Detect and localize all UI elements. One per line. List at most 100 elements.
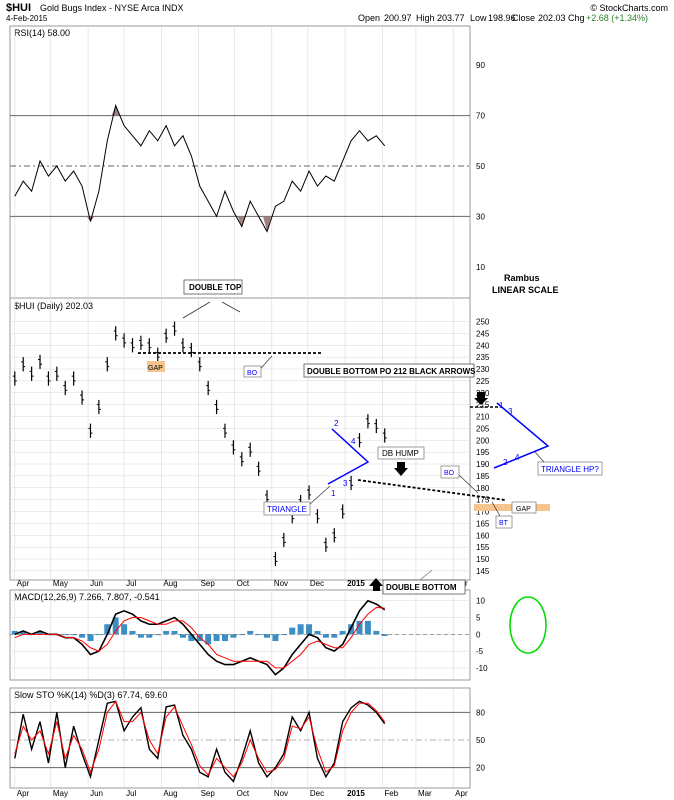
month-label: Aug [163,579,177,588]
month-label: Apr [455,789,468,798]
tri-left-n4: 4 [351,437,356,446]
tri-right-n3: 3 [508,407,513,416]
macd-histogram-bar [280,634,287,636]
gap-label-1: GAP [148,365,163,372]
high-label: High [416,13,435,23]
macd-histogram-bar [221,634,228,642]
close-label: Close [512,13,535,23]
month-label: May [53,789,68,798]
macd-histogram-bar [121,624,128,635]
macd-histogram-bar [137,634,144,638]
macd-histogram-bar [272,634,279,642]
macd-histogram-bar [146,634,153,638]
month-label: 2015 [347,579,365,588]
bo-box-2 [440,465,460,479]
month-label: Feb [384,789,398,798]
chg-value: +2.68 (+1.34%) [586,13,648,23]
bo-box-1 [243,365,262,378]
y-tick-label: 50 [476,162,485,171]
month-label: Aug [163,789,177,798]
chart-name: Gold Bugs Index - NYSE Arca INDX [40,3,184,13]
po-arrow [474,392,488,405]
macd-histogram-bar [20,630,27,635]
month-label: Jun [90,789,103,798]
triangle-label: TRIANGLE [267,505,307,514]
month-label: Oct [237,579,250,588]
triangle-left [327,428,370,485]
double-bottom-po-box [303,363,475,378]
double-bottom-box [382,579,466,595]
y-tick-label: 90 [476,61,485,70]
y-tick-label: -5 [476,647,484,656]
macd-histogram-bar [356,620,363,635]
rsi-oversold-shade [86,216,95,222]
rsi-layer [14,103,386,233]
triangle-hp-label: TRIANGLE HP? [541,465,599,474]
gap-label-box-2 [511,501,537,514]
double-top-box [183,279,243,295]
y-tick-label: 165 [476,519,490,528]
chart-date: 4-Feb-2015 [6,14,48,23]
price-title: $HUI (Daily) 202.03 [14,301,93,311]
y-tick-label: 250 [476,318,490,327]
y-tick-label: 235 [476,353,490,362]
sto-panel [9,687,471,789]
macd-histogram-bar [171,630,178,635]
y-tick-label: 185 [476,472,490,481]
macd-histogram-bar [247,630,254,635]
gap-box-1 [147,361,165,372]
open-label: Open [358,13,380,23]
rsi-line [14,103,386,233]
y-tick-label: 30 [476,212,485,221]
macd-histogram-bar [205,634,212,645]
y-tick-label: 205 [476,424,490,433]
macd-histogram-bar [95,634,102,636]
macd-histogram-bar [37,630,44,635]
triangle-hp-box [537,461,603,476]
y-tick-label: 245 [476,329,490,338]
month-label: Dec [310,579,324,588]
macd-histogram-bar [188,634,195,642]
open-value: 200.97 [384,13,412,23]
month-label: Apr [17,789,30,798]
grid-layer [10,26,470,788]
low-label: Low [470,13,487,23]
macd-histogram-bar [255,634,262,636]
annotations: Rambus LINEAR SCALE DOUBLE TOP GAP BO DO… [138,273,603,654]
sto-k-line [14,700,386,783]
macd-histogram-bar [339,630,346,635]
y-tick-label: 155 [476,543,490,552]
double-bottom-po-label: DOUBLE BOTTOM PO 212 BLACK ARROWS [307,367,476,376]
month-label: Oct [237,789,250,798]
y-tick-label: 145 [476,567,490,576]
tri-right-n1: 1 [499,401,504,410]
macd-histogram-bar [87,634,94,642]
y-tick-label: 215 [476,401,490,410]
sto-layer [14,700,386,783]
macd-histogram-bar [62,634,69,636]
y-tick-label: 170 [476,508,490,517]
macd-circle [509,596,547,654]
month-label: Sep [201,579,216,588]
macd-histogram-bar [297,624,304,635]
y-tick-label: 210 [476,413,490,422]
quote-row: Open 200.97 High 203.77 Low 198.96 Close… [358,13,648,23]
y-tick-label: 230 [476,365,490,374]
tri-right-n2: 2 [503,458,508,467]
macd-histogram-bar [104,624,111,635]
macd-histogram-bar [364,620,371,635]
double-top-pointer [182,301,211,319]
y-tick-label: 175 [476,496,490,505]
month-label: Jun [90,579,103,588]
db-hump-box [377,446,425,460]
sto-d-line [14,700,386,778]
y-tick-label: 0 [476,630,481,639]
y-tick-label: 180 [476,484,490,493]
macd-histogram-bar [264,634,271,638]
triangle-right [493,402,550,469]
y-tick-label: -10 [476,664,488,673]
bo-label-2: BO [444,470,455,477]
y-tick-label: 160 [476,531,490,540]
db-hump-arrow [394,462,408,476]
